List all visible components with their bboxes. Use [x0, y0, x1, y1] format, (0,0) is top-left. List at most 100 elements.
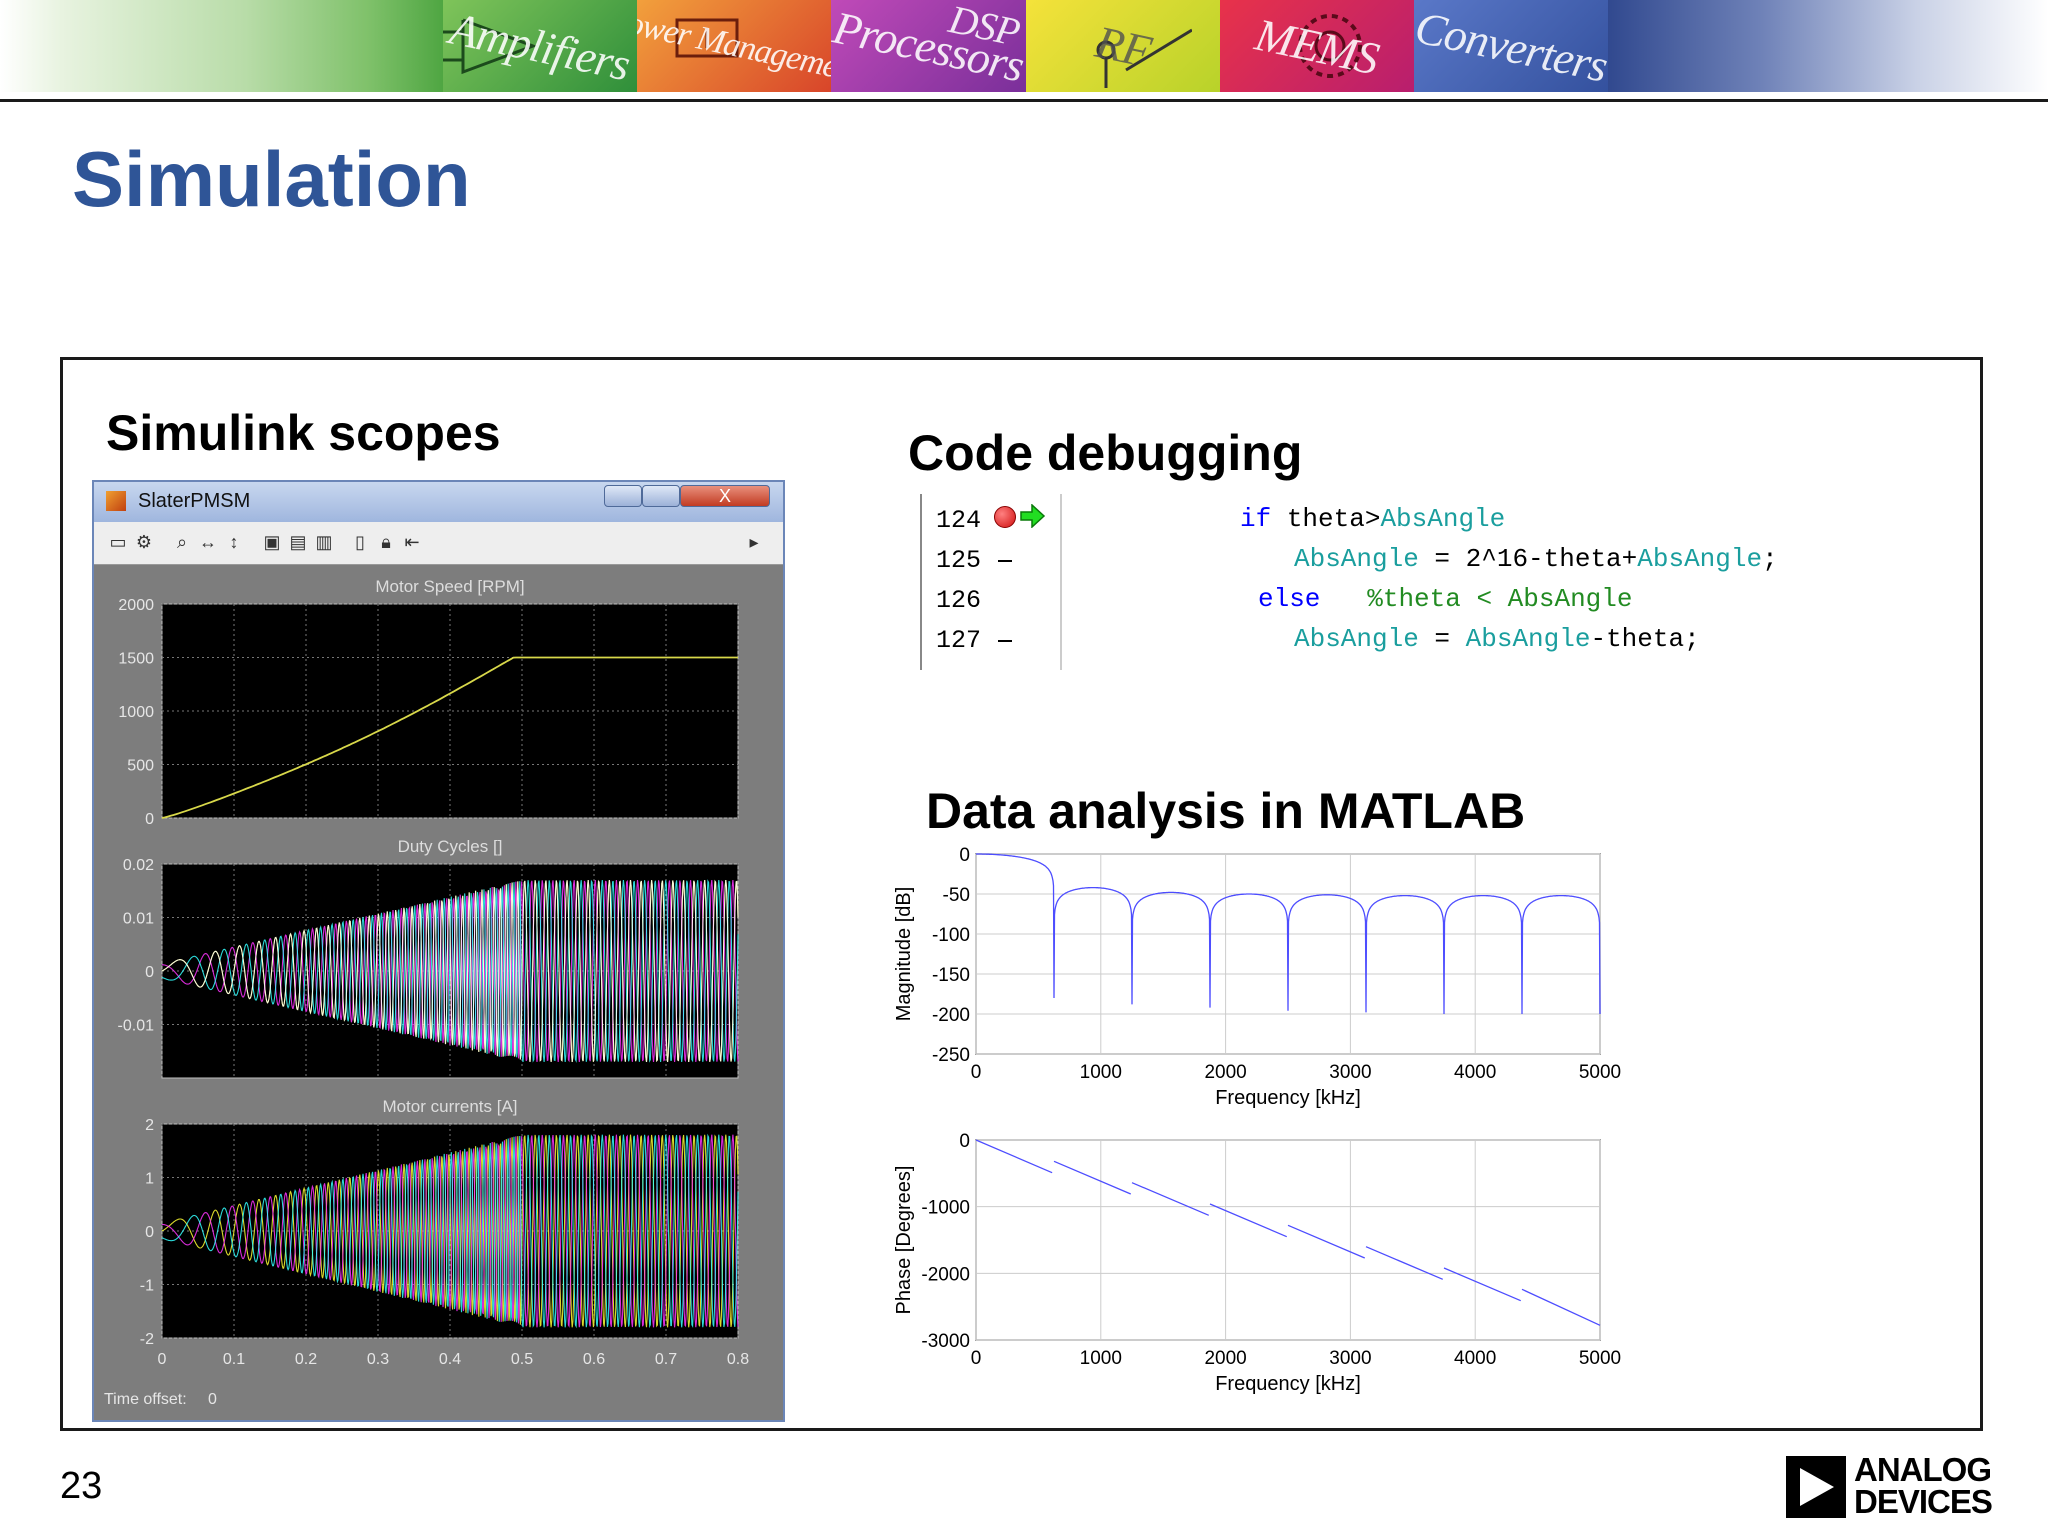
- scope-signal-trace: [161, 879, 739, 1063]
- category-banner: Amplifiers Power Management Processors D…: [443, 0, 1609, 92]
- toolbar-overflow-icon[interactable]: ▸: [749, 532, 759, 552]
- maximize-button[interactable]: [642, 485, 680, 507]
- parameters-icon[interactable]: ⚙: [135, 532, 153, 552]
- scope-y-tick-label: 1000: [118, 704, 154, 721]
- breakpoint-slot[interactable]: [998, 560, 1012, 562]
- scope-y-tick-label: -2: [140, 1331, 154, 1348]
- y-tick-label: -200: [932, 1005, 970, 1026]
- phase-series-segment: [1443, 1267, 1522, 1302]
- x-tick-label: 2000: [1204, 1348, 1246, 1369]
- minimize-button[interactable]: [604, 485, 642, 507]
- save-axes-icon[interactable]: ▤: [289, 532, 307, 552]
- signal-selection-icon[interactable]: ⇤: [404, 532, 420, 552]
- x-axis-label: Frequency [kHz]: [1215, 1087, 1361, 1109]
- close-button[interactable]: X: [680, 485, 770, 507]
- breakpoint-slot[interactable]: [998, 640, 1012, 642]
- scope-y-tick-label: 0: [145, 811, 154, 828]
- x-tick-label: 0: [971, 1062, 982, 1083]
- scope-x-tick-label: 0.3: [367, 1351, 389, 1368]
- y-tick-label: -100: [932, 925, 970, 946]
- scope-y-tick-label: 2000: [118, 597, 154, 614]
- gear-icon: [1297, 14, 1362, 78]
- antenna-symbol-icon: [1096, 28, 1192, 88]
- banner-label-rf: RF: [1090, 15, 1155, 77]
- magnitude-plot: 0 1000 2000 3000 4000 5000 0 -50 -100 -150 -200 -25…: [893, 845, 1621, 1109]
- scope-x-tick-label: 0.8: [727, 1351, 749, 1368]
- code-line-127[interactable]: AbsAngle = AbsAngle-theta;: [1294, 624, 1700, 654]
- plot-area: [975, 1139, 1601, 1341]
- slide-number: 23: [60, 1465, 103, 1507]
- zoom-icon[interactable]: ⌕: [176, 532, 188, 552]
- y-axis-label: Phase [Degrees]: [893, 1166, 915, 1315]
- zoom-x-icon[interactable]: ↔: [199, 532, 217, 552]
- x-tick-label: 4000: [1454, 1348, 1496, 1369]
- y-tick-label: -50: [943, 885, 970, 906]
- y-tick-label: -1000: [921, 1198, 970, 1219]
- breakpoint-icon[interactable]: [994, 506, 1016, 528]
- x-tick-label: 2000: [1204, 1062, 1246, 1083]
- y-tick-label: -250: [932, 1045, 970, 1066]
- scope-y-tick-label: 2: [145, 1117, 154, 1134]
- scope-x-tick-label: 0.6: [583, 1351, 605, 1368]
- banner-tile-converters: Converters: [1413, 0, 1609, 92]
- logo-line-2: DEVICES: [1854, 1483, 1993, 1520]
- code-gutter: 124 125 126 127: [920, 494, 1062, 670]
- scope-signal-trace: [161, 1134, 739, 1328]
- section-title-analysis: Data analysis in MATLAB: [926, 783, 1526, 839]
- code-editor: 124 125 126 127 if theta>AbsAngle AbsAng…: [920, 494, 1860, 670]
- zoom-y-icon[interactable]: ↕: [229, 532, 239, 552]
- current-line-arrow-icon: [1020, 504, 1046, 528]
- scope-y-tick-label: -1: [140, 1278, 154, 1295]
- scope-x-tick-label: 0.2: [295, 1351, 317, 1368]
- section-title-scopes: Simulink scopes: [106, 405, 501, 461]
- scope-x-tick-label: 0.7: [655, 1351, 677, 1368]
- scope-y-tick-label: 1500: [118, 651, 154, 668]
- restore-axes-icon[interactable]: ▥: [315, 532, 333, 552]
- phase-series-segment: [1209, 1203, 1288, 1238]
- floating-scope-icon[interactable]: ▯: [355, 532, 365, 552]
- phase-series-segment: [1053, 1160, 1132, 1195]
- phase-series-segment: [1365, 1246, 1444, 1280]
- scope-window[interactable]: SlaterPMSM X ▭ ⚙ ⌕ ↔ ↕ ▣ ▤ ▥ ▯ 🔒︎ ⇤ ▸ Mo…: [92, 480, 785, 1422]
- line-number: 126: [936, 586, 982, 615]
- x-axis-label: Frequency [kHz]: [1215, 1373, 1361, 1395]
- banner-gradient-right: [1608, 0, 2048, 92]
- line-number: 125: [936, 546, 982, 575]
- scope-y-tick-label: 0: [145, 1224, 154, 1241]
- phase-series-segment: [1521, 1288, 1601, 1326]
- code-line-125[interactable]: AbsAngle = 2^16-theta+AbsAngle;: [1294, 544, 1778, 574]
- code-text: -theta;: [1590, 624, 1700, 654]
- scope-window-title: SlaterPMSM: [138, 490, 251, 512]
- magnitude-series-line: [976, 853, 1601, 1015]
- amplifier-symbol-icon: [443, 18, 538, 75]
- y-tick-label: 0: [959, 1131, 970, 1152]
- code-keyword: else: [1258, 584, 1321, 614]
- autoscale-icon[interactable]: ▣: [263, 532, 281, 552]
- lock-icon[interactable]: 🔒︎: [381, 532, 391, 552]
- print-icon[interactable]: ▭: [109, 532, 127, 552]
- phase-series-segment: [1287, 1224, 1366, 1259]
- x-tick-label: 1000: [1080, 1062, 1122, 1083]
- code-variable: AbsAngle: [1465, 624, 1591, 654]
- y-tick-label: -150: [932, 965, 970, 986]
- time-offset-value: 0: [208, 1391, 217, 1408]
- logo-wordmark: ANALOG DEVICES: [1854, 1453, 1993, 1520]
- analog-devices-logo: ANALOG DEVICES: [1786, 1453, 1994, 1520]
- scope-y-tick-label: 500: [127, 758, 154, 775]
- line-number: 127: [936, 626, 982, 655]
- code-line-124[interactable]: if theta>AbsAngle: [1240, 504, 1505, 534]
- x-tick-label: 5000: [1579, 1348, 1621, 1369]
- code-variable: AbsAngle: [1380, 504, 1506, 534]
- code-text: = 2^16-theta+: [1418, 544, 1638, 574]
- page-title: Simulation: [72, 135, 471, 223]
- banner-tile-amplifiers: Amplifiers: [443, 0, 638, 92]
- code-text: theta>: [1271, 504, 1381, 534]
- header-divider: [0, 99, 2048, 102]
- code-line-126[interactable]: else %theta < AbsAngle: [1258, 584, 1632, 614]
- x-tick-label: 0: [971, 1348, 982, 1369]
- scope-titlebar[interactable]: SlaterPMSM X: [94, 482, 783, 522]
- scope-signal-trace: [162, 879, 739, 1063]
- y-axis-label: Magnitude [dB]: [893, 887, 915, 1022]
- y-tick-label: -3000: [921, 1331, 970, 1352]
- x-tick-label: 5000: [1579, 1062, 1621, 1083]
